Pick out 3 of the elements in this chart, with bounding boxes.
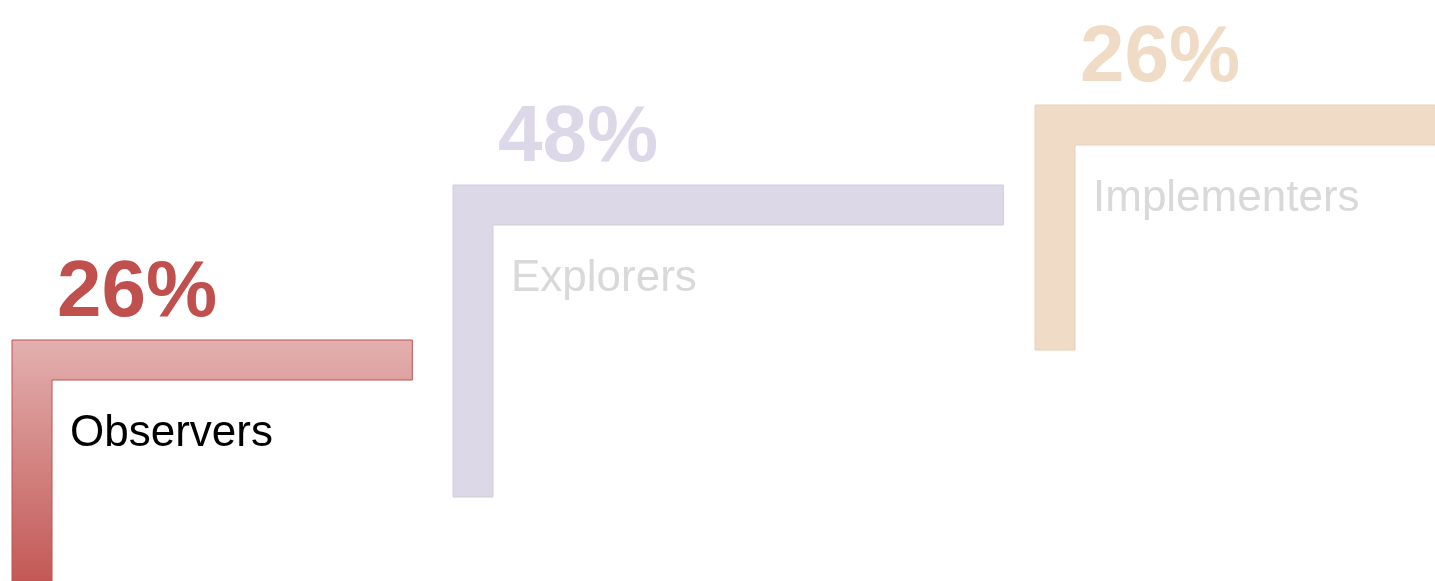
data-label: 26% [1080, 8, 1241, 98]
data-label: 26% [57, 243, 218, 333]
category-label: Observers [70, 405, 273, 455]
